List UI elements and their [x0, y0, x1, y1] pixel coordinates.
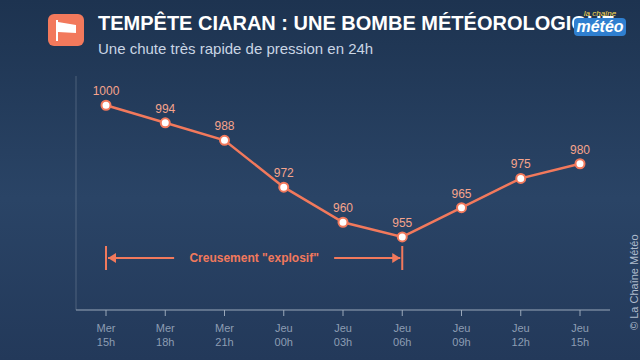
html-text:TEMPÊTE CIARAN : UNE BOMBE MÉT: TEMPÊTE CIARAN : UNE BOMBE MÉTÉOROLOGIQU…	[98, 12, 615, 34]
svg-text:972: 972	[274, 166, 294, 180]
svg-text:Jeu00h: Jeu00h	[275, 322, 293, 348]
html-text:météo: météo	[576, 18, 624, 35]
svg-text:955: 955	[392, 216, 412, 230]
html-text:Une chute très rapide de press: Une chute très rapide de pression en 24h	[98, 40, 374, 57]
svg-text:Jeu06h: Jeu06h	[393, 322, 411, 348]
svg-text:Creusement "explosif": Creusement "explosif"	[189, 251, 318, 265]
svg-text:Mer15h: Mer15h	[97, 322, 116, 348]
svg-text:960: 960	[333, 201, 353, 215]
svg-text:Jeu12h: Jeu12h	[512, 322, 530, 348]
svg-text:980: 980	[570, 143, 590, 157]
svg-text:994: 994	[155, 102, 175, 116]
svg-text:Mer21h: Mer21h	[215, 322, 234, 348]
html-text:la chaîne: la chaîne	[583, 9, 617, 18]
svg-text:1000: 1000	[93, 84, 120, 98]
svg-text:988: 988	[214, 119, 234, 133]
svg-text:Mer18h: Mer18h	[156, 322, 175, 348]
html-text:© La Chaîne Météo: © La Chaîne Météo	[628, 234, 640, 330]
svg-text:Jeu09h: Jeu09h	[452, 322, 470, 348]
svg-text:Jeu03h: Jeu03h	[334, 322, 352, 348]
svg-text:975: 975	[511, 157, 531, 171]
svg-text:965: 965	[451, 187, 471, 201]
svg-text:Jeu15h: Jeu15h	[571, 322, 589, 348]
